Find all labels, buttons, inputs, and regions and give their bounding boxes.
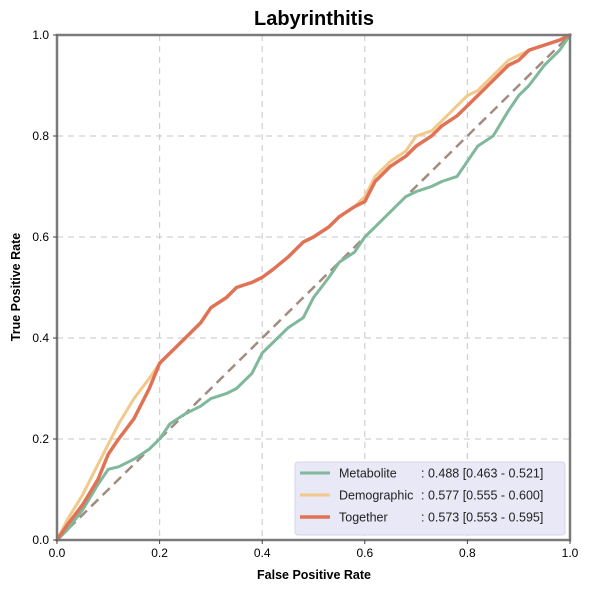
y-tick-label: 1.0 [32, 28, 49, 42]
plot-frame [55, 33, 572, 542]
reference-diagonal-group [56, 34, 571, 541]
x-axis-ticks: 0.0 0.2 0.4 0.6 0.8 1.0 [49, 540, 579, 560]
legend-auc-value: : 0.577 [0.555 - 0.600] [421, 489, 543, 503]
legend-auc-value: : 0.573 [0.553 - 0.595] [421, 511, 543, 525]
y-axis-ticks: 0.0 0.2 0.4 0.6 0.8 1.0 [32, 28, 57, 547]
y-tick-label: 0.2 [32, 432, 49, 446]
y-tick-label: 0.4 [32, 331, 49, 345]
y-tick-label: 0.8 [32, 129, 49, 143]
chart-title: Labyrinthitis [254, 8, 374, 30]
x-axis-label: False Positive Rate [257, 568, 371, 582]
series-group [55, 33, 572, 542]
chance-diagonal-line [56, 34, 571, 541]
x-tick-label: 0.4 [254, 546, 271, 560]
y-tick-label: 0.0 [32, 533, 49, 547]
legend-series-name: Together [339, 511, 388, 525]
y-tick-label: 0.6 [32, 230, 49, 244]
y-axis-label: True Positive Rate [9, 233, 23, 341]
legend-series-name: Demographic [339, 489, 413, 503]
legend-auc-value: : 0.488 [0.463 - 0.521] [421, 467, 543, 481]
x-tick-label: 0.0 [49, 546, 66, 560]
legend-box [294, 461, 566, 536]
roc-line-metabolite [55, 33, 572, 542]
x-tick-label: 0.6 [356, 546, 373, 560]
legend-series-name: Metabolite [339, 467, 397, 481]
x-tick-label: 0.2 [151, 546, 168, 560]
roc-line-together [55, 33, 572, 542]
x-tick-label: 1.0 [562, 546, 579, 560]
legend: Metabolite : 0.488 [0.463 - 0.521] Demogra… [294, 461, 566, 536]
x-tick-label: 0.8 [459, 546, 476, 560]
